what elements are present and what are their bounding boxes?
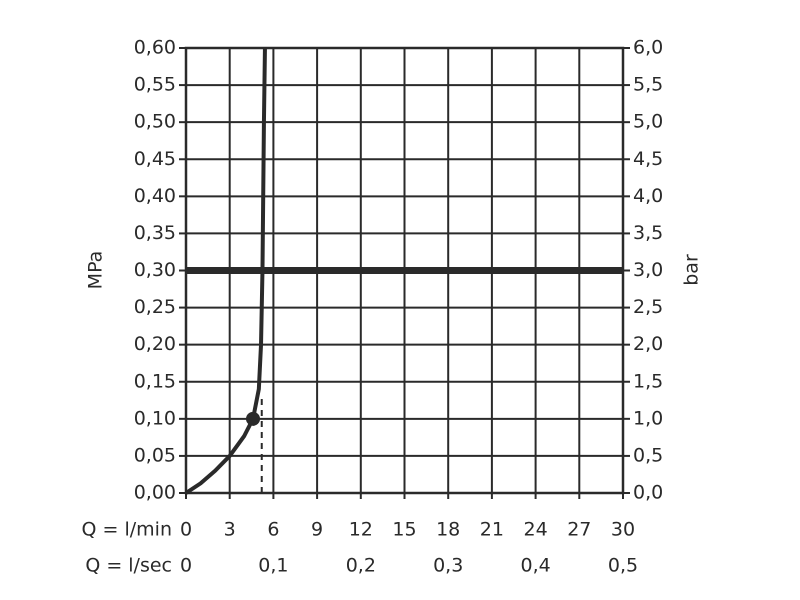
- x-tick-label: 21: [480, 519, 504, 541]
- x-tick-label: 24: [524, 519, 548, 541]
- x-tick-label: 12: [349, 519, 373, 541]
- y2-axis-label: bar: [681, 254, 703, 286]
- y-tick-label: 0,05: [134, 444, 176, 466]
- y-tick-label: 0,60: [134, 37, 176, 59]
- y-axis-label: MPa: [85, 251, 107, 290]
- y-tick-label: 0,50: [134, 111, 176, 133]
- y2-tick-label: 2,0: [633, 333, 663, 355]
- y2-tick-label: 4,5: [633, 148, 663, 170]
- y2-tick-label: 0,5: [633, 444, 663, 466]
- y2-tick-label: 5,0: [633, 111, 663, 133]
- x-tick-label: 15: [392, 519, 416, 541]
- y-tick-label: 0,45: [134, 148, 176, 170]
- y-tick-label: 0,20: [134, 333, 176, 355]
- y-tick-label: 0,35: [134, 222, 176, 244]
- y-tick-label: 0,25: [134, 296, 176, 318]
- y2-tick-label: 1,0: [633, 407, 663, 429]
- y2-tick-label: 5,5: [633, 74, 663, 96]
- y-tick-label: 0,10: [134, 407, 176, 429]
- x-tick-label: 6: [267, 519, 279, 541]
- x-tick-label: 0: [180, 519, 192, 541]
- x-tick-label: 3: [224, 519, 236, 541]
- x-tick-label: 30: [611, 519, 635, 541]
- y-tick-label: 0,15: [134, 370, 176, 392]
- x2-axis-label: Q = l/sec: [85, 555, 172, 577]
- operating-point: [246, 411, 261, 426]
- y2-tick-label: 2,5: [633, 296, 663, 318]
- y2-tick-label: 3,0: [633, 259, 663, 281]
- x2-tick-label: 0,4: [520, 555, 550, 577]
- y2-tick-label: 6,0: [633, 37, 663, 59]
- x-axis-label: Q = l/min: [82, 519, 172, 541]
- y-tick-label: 0,40: [134, 185, 176, 207]
- y-tick-label: 0,55: [134, 74, 176, 96]
- x-tick-label: 9: [311, 519, 323, 541]
- curve: [184, 47, 267, 495]
- y-tick-label: 0,00: [134, 482, 176, 504]
- x-tick-label: 18: [436, 519, 460, 541]
- y-tick-label: 0,30: [134, 259, 176, 281]
- x2-tick-label: 0,5: [608, 555, 638, 577]
- x2-tick-label: 0,1: [258, 555, 288, 577]
- x2-tick-label: 0: [180, 555, 192, 577]
- y2-tick-label: 1,5: [633, 370, 663, 392]
- x2-tick-label: 0,3: [433, 555, 463, 577]
- y2-tick-label: 3,5: [633, 222, 663, 244]
- x-tick-label: 27: [567, 519, 591, 541]
- y2-tick-label: 0,0: [633, 482, 663, 504]
- y2-tick-label: 4,0: [633, 185, 663, 207]
- x2-tick-label: 0,2: [346, 555, 376, 577]
